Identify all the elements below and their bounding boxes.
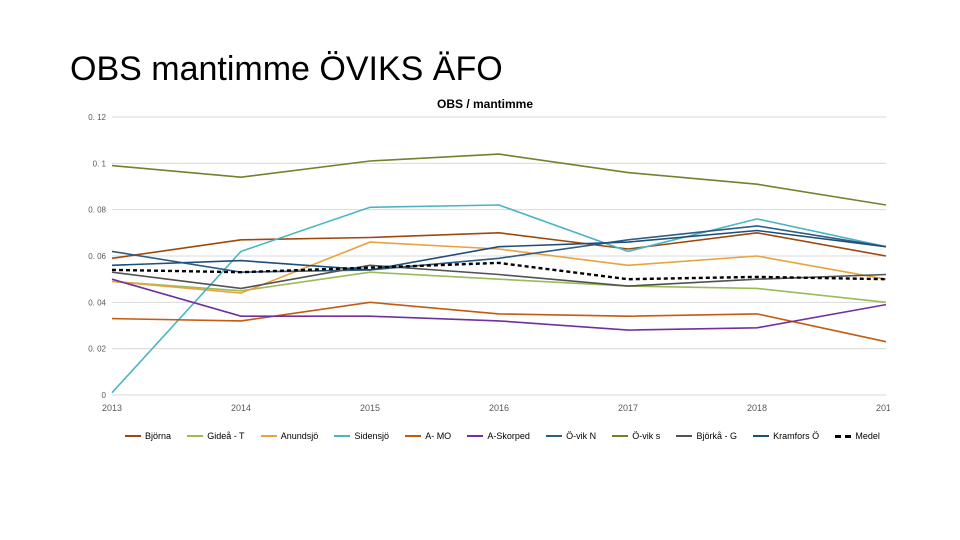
- legend-label: Björkå - G: [696, 431, 737, 441]
- legend-item: A- MO: [405, 431, 451, 441]
- legend-swatch: [125, 435, 141, 437]
- legend-swatch: [676, 435, 692, 437]
- legend-item: Björna: [125, 431, 171, 441]
- legend-label: Medel: [855, 431, 880, 441]
- legend-label: Ö-vik s: [632, 431, 660, 441]
- svg-text:2017: 2017: [618, 403, 638, 413]
- legend-item: A-Skorped: [467, 431, 530, 441]
- legend-label: Anundsjö: [281, 431, 319, 441]
- legend-label: Ö-vik N: [566, 431, 596, 441]
- legend-swatch: [405, 435, 421, 437]
- svg-text:0. 08: 0. 08: [88, 206, 106, 215]
- svg-text:2018: 2018: [747, 403, 767, 413]
- legend-label: Sidensjö: [354, 431, 389, 441]
- legend-item: Ö-vik N: [546, 431, 596, 441]
- svg-text:2019: 2019: [876, 403, 890, 413]
- series-line: [112, 242, 886, 293]
- svg-text:2014: 2014: [231, 403, 251, 413]
- chart-subtitle: OBS / mantimme: [70, 97, 900, 111]
- legend-label: Kramfors Ö: [773, 431, 819, 441]
- svg-text:0. 12: 0. 12: [88, 113, 106, 122]
- legend-swatch: [753, 435, 769, 437]
- legend-swatch: [187, 435, 203, 437]
- svg-text:2015: 2015: [360, 403, 380, 413]
- svg-text:0. 1: 0. 1: [93, 159, 107, 168]
- series-line: [112, 233, 886, 258]
- svg-text:0. 04: 0. 04: [88, 298, 106, 307]
- legend-item: Anundsjö: [261, 431, 319, 441]
- svg-text:0. 06: 0. 06: [88, 252, 106, 261]
- legend-swatch: [261, 435, 277, 437]
- svg-text:0. 02: 0. 02: [88, 345, 106, 354]
- legend-item: Ö-vik s: [612, 431, 660, 441]
- legend-swatch: [334, 435, 350, 437]
- legend-label: A- MO: [425, 431, 451, 441]
- chart-legend: Björna Gideå - T Anundsjö Sidensjö A- MO A-Sk…: [70, 423, 890, 441]
- legend-item: Medel: [835, 431, 880, 441]
- legend-item: Björkå - G: [676, 431, 737, 441]
- series-line: [112, 302, 886, 341]
- legend-item: Sidensjö: [334, 431, 389, 441]
- page-title: OBS mantimme ÖVIKS ÄFO: [70, 50, 900, 89]
- legend-label: Björna: [145, 431, 171, 441]
- legend-swatch: [835, 435, 851, 438]
- legend-swatch: [546, 435, 562, 437]
- legend-label: A-Skorped: [487, 431, 530, 441]
- svg-text:0: 0: [102, 391, 107, 400]
- legend-item: Kramfors Ö: [753, 431, 819, 441]
- legend-swatch: [467, 435, 483, 437]
- series-line: [112, 154, 886, 205]
- legend-label: Gideå - T: [207, 431, 244, 441]
- legend-swatch: [612, 435, 628, 437]
- line-chart: 0 0. 02 0. 04 0. 06 0. 08 0. 1 0. 12 2013 2014 20…: [70, 113, 890, 423]
- chart-container: 0 0. 02 0. 04 0. 06 0. 08 0. 1 0. 12 2013 2014 20…: [70, 113, 890, 423]
- svg-text:2013: 2013: [102, 403, 122, 413]
- legend-item: Gideå - T: [187, 431, 244, 441]
- svg-text:2016: 2016: [489, 403, 509, 413]
